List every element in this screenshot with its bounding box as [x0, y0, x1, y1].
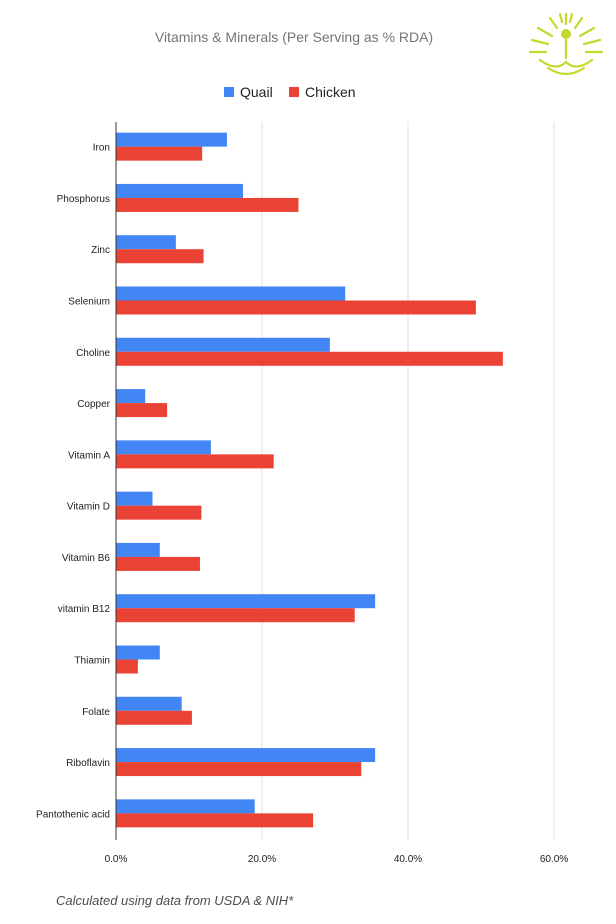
legend: Quail Chicken: [224, 84, 356, 100]
bars: [116, 132, 503, 828]
category-label: Riboflavin: [66, 758, 110, 769]
bar-chicken-riboflavin: [116, 762, 362, 777]
bar-chicken-folate: [116, 710, 192, 725]
bar-quail-zinc: [116, 235, 176, 250]
chart-title: Vitamins & Minerals (Per Serving as % RD…: [155, 29, 433, 45]
category-label: Selenium: [68, 297, 110, 308]
category-label: Vitamin B6: [62, 553, 111, 564]
bar-quail-thiamin: [116, 645, 160, 660]
category-label: Vitamin D: [67, 502, 110, 513]
x-tick-label: 40.0%: [394, 854, 422, 865]
category-label: Thiamin: [74, 656, 110, 667]
bar-chicken-vitamin-a: [116, 454, 274, 469]
bar-quail-choline: [116, 337, 330, 352]
bar-quail-phosphorus: [116, 183, 244, 198]
bar-chicken-pantothenic-acid: [116, 813, 314, 828]
bar-quail-riboflavin: [116, 748, 376, 763]
bar-quail-vitamin-d: [116, 491, 153, 506]
bar-quail-vitamin-b6: [116, 542, 160, 557]
bar-chicken-vitamin-b12: [116, 608, 355, 623]
bar-quail-vitamin-b12: [116, 594, 376, 609]
bar-chicken-thiamin: [116, 659, 138, 674]
bar-quail-pantothenic-acid: [116, 799, 255, 814]
category-label: Zinc: [91, 245, 110, 256]
bar-quail-vitamin-a: [116, 440, 211, 455]
bar-quail-iron: [116, 132, 227, 147]
bar-chicken-vitamin-b6: [116, 556, 200, 571]
category-label: Folate: [82, 707, 110, 718]
x-tick-label: 60.0%: [540, 854, 568, 865]
gridlines: [261, 122, 555, 840]
footnote: Calculated using data from USDA & NIH*: [56, 893, 294, 908]
x-tick-labels: 0.0% 20.0% 40.0% 60.0%: [105, 854, 569, 865]
legend-label-chicken: Chicken: [305, 84, 356, 100]
category-label: Pantothenic acid: [36, 809, 110, 820]
bar-chicken-vitamin-d: [116, 505, 202, 520]
category-label: Iron: [93, 143, 110, 154]
category-label: Phosphorus: [57, 194, 110, 205]
lotus-person-logo-icon: [528, 12, 604, 76]
bar-chicken-choline: [116, 351, 503, 366]
x-tick-label: 0.0%: [105, 854, 128, 865]
category-label: vitamin B12: [58, 604, 111, 615]
category-label: Copper: [77, 399, 110, 410]
x-tick-label: 20.0%: [248, 854, 276, 865]
bar-quail-folate: [116, 696, 182, 711]
bar-chicken-iron: [116, 146, 203, 161]
legend-swatch-quail: [224, 87, 234, 97]
bar-chicken-zinc: [116, 249, 204, 264]
bar-chicken-copper: [116, 403, 168, 418]
bar-quail-copper: [116, 389, 146, 404]
category-label: Vitamin A: [68, 450, 110, 461]
bar-chicken-selenium: [116, 300, 476, 315]
category-label: Choline: [76, 348, 110, 359]
legend-swatch-chicken: [289, 87, 299, 97]
legend-label-quail: Quail: [240, 84, 273, 100]
bar-chicken-phosphorus: [116, 197, 299, 212]
bar-quail-selenium: [116, 286, 346, 301]
category-labels: Iron Phosphorus Zinc Selenium Choline Copper V…: [36, 143, 111, 821]
